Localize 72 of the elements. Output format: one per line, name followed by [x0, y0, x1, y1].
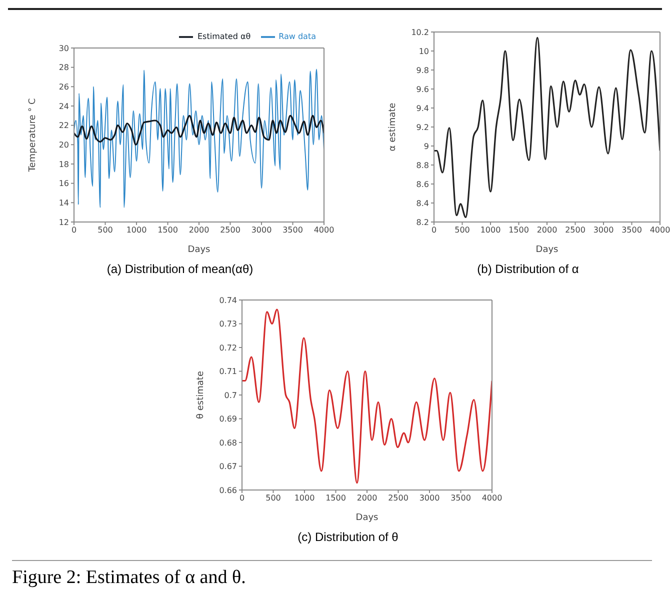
- y-axis-title: Temperature ° C: [28, 98, 38, 173]
- x-tick-label: 0: [239, 494, 245, 503]
- y-tick-label: 0.72: [219, 343, 237, 352]
- y-tick-label: 0.7: [224, 390, 237, 400]
- x-tick-label: 3500: [450, 494, 471, 503]
- x-tick-label: 3500: [622, 226, 642, 235]
- x-tick-label: 2500: [388, 494, 408, 503]
- y-tick-label: 8.6: [416, 180, 429, 189]
- y-tick-label: 0.68: [219, 438, 237, 448]
- x-tick-label: 3000: [251, 226, 272, 235]
- y-tick-label: 0.67: [219, 462, 237, 472]
- y-tick-label: 18: [58, 160, 69, 169]
- x-tick-label: 3000: [419, 494, 440, 503]
- y-tick-label: 9.2: [416, 122, 429, 132]
- legend-label: Raw data: [278, 32, 316, 42]
- y-tick-label: 26: [58, 82, 69, 92]
- y-tick-label: 22: [58, 121, 69, 130]
- x-tick-label: 1500: [326, 494, 346, 503]
- y-tick-label: 24: [58, 102, 69, 111]
- text: (b) Distribution of α: [476, 262, 580, 276]
- x-tick-label: 3500: [282, 226, 303, 235]
- y-tick-label: 8.2: [416, 218, 429, 227]
- x-tick-label: 500: [454, 226, 470, 235]
- y-tick-label: 8.8: [416, 160, 429, 170]
- x-tick-label: 1000: [294, 494, 315, 503]
- y-tick-label: 0.71: [219, 367, 237, 376]
- y-axis-title: α estimate: [388, 102, 398, 152]
- x-tick-label: 4000: [650, 226, 670, 235]
- line-series: [74, 68, 324, 208]
- y-axis-title: θ estimate: [196, 370, 206, 419]
- x-axis-title: Days: [188, 245, 211, 255]
- x-tick-label: 1500: [158, 226, 178, 235]
- x-tick-label: 2500: [565, 226, 586, 235]
- y-tick-label: 0.74: [219, 296, 237, 305]
- y-tick-label: 0.66: [219, 486, 237, 495]
- x-tick-label: 2000: [188, 226, 210, 235]
- line-series: [74, 114, 324, 146]
- x-tick-label: 2000: [356, 494, 378, 503]
- text: (c) Distribution of θ: [296, 530, 400, 544]
- y-tick-label: 9: [424, 142, 429, 151]
- caption: Figure 2: Estimates of α and θ.: [12, 567, 247, 589]
- x-tick-label: 4000: [482, 494, 502, 503]
- y-tick-label: 9.8: [416, 66, 429, 75]
- x-tick-label: 1500: [508, 226, 529, 235]
- x-axis-title: Days: [356, 513, 379, 523]
- y-tick-label: 12: [58, 218, 69, 227]
- x-tick-label: 4000: [314, 226, 334, 235]
- y-tick-label: 16: [58, 179, 69, 188]
- x-tick-label: 3000: [593, 226, 614, 235]
- x-tick-label: 0: [71, 226, 77, 235]
- y-tick-label: 0.69: [219, 414, 237, 424]
- x-axis-title: Days: [536, 245, 559, 255]
- legend-label: Estimated αθ: [197, 32, 251, 42]
- y-tick-label: 0.73: [219, 320, 237, 329]
- x-tick-label: 2500: [220, 226, 240, 235]
- y-tick-label: 10.2: [411, 28, 429, 37]
- x-tick-label: 1000: [480, 226, 501, 235]
- y-tick-label: 30: [58, 44, 69, 53]
- y-tick-label: 9.4: [416, 104, 429, 113]
- text: (a) Distribution of mean(αθ): [106, 262, 254, 276]
- x-tick-label: 0: [431, 226, 437, 235]
- y-tick-label: 9.6: [416, 84, 429, 94]
- y-tick-label: 28: [58, 63, 69, 72]
- x-tick-label: 2000: [536, 226, 558, 235]
- x-tick-label: 500: [98, 226, 113, 235]
- x-tick-label: 1000: [126, 226, 147, 235]
- y-tick-label: 20: [58, 140, 69, 150]
- x-tick-label: 500: [266, 494, 281, 503]
- y-tick-label: 8.4: [416, 198, 429, 208]
- line-series: [242, 308, 492, 484]
- y-tick-label: 10: [418, 46, 429, 56]
- y-tick-label: 14: [58, 198, 69, 208]
